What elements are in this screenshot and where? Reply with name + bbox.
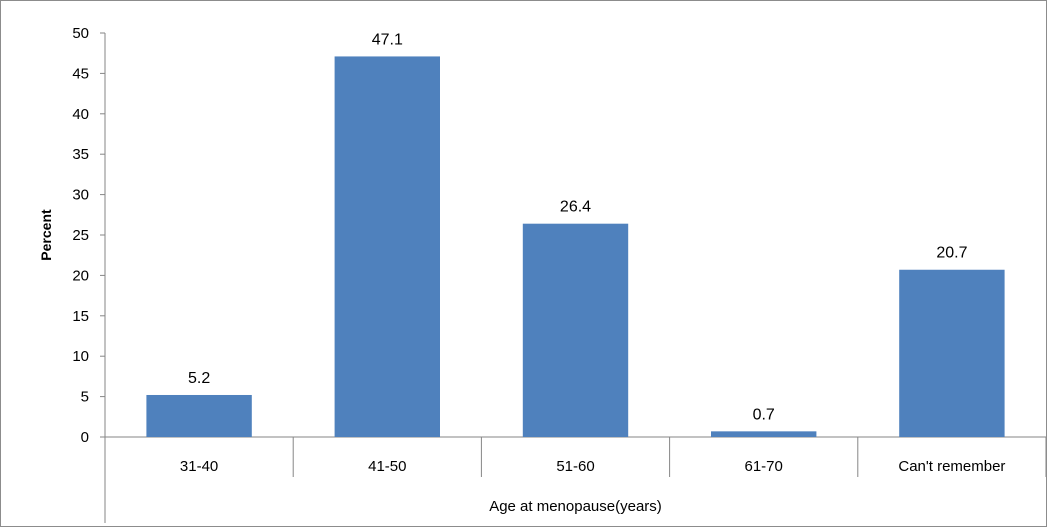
x-tick-label: 51-60 [556,458,594,475]
x-tick-label: 31-40 [180,458,218,475]
bar-series [146,56,1005,437]
data-label: 47.1 [372,31,403,48]
data-label: 20.7 [936,245,967,262]
bar [522,223,629,437]
y-tick-label: 5 [81,389,89,406]
data-label: 5.2 [188,370,210,387]
data-label: 0.7 [753,406,775,423]
y-axis-ticks: 0 5 10 15 20 25 30 35 40 45 50 [72,25,105,446]
y-tick-label: 45 [72,65,89,82]
y-tick-label: 30 [72,187,89,204]
y-tick-label: 10 [72,348,89,365]
y-tick-label: 20 [72,267,89,284]
y-tick-label: 25 [72,227,89,244]
y-axis-title: Percent [38,209,54,261]
x-tick-label: 41-50 [368,458,406,475]
x-axis-title: Age at menopause(years) [489,498,662,515]
bar [146,394,252,437]
y-tick-label: 35 [72,146,89,163]
x-axis-separators [104,437,1046,523]
bar [334,56,440,437]
x-tick-label: Can't remember [898,458,1005,475]
y-tick-label: 50 [72,25,89,42]
data-label: 26.4 [560,199,591,216]
x-tick-label: 61-70 [745,458,783,475]
bar [711,431,817,437]
y-tick-label: 0 [81,429,89,446]
y-tick-label: 40 [72,106,89,123]
x-axis-ticks: 31-40 41-50 51-60 61-70 Can't remember [180,458,1006,475]
data-labels: 5.2 47.1 26.4 0.7 20.7 [188,31,968,423]
y-tick-label: 15 [72,308,89,325]
bar [899,269,1005,437]
